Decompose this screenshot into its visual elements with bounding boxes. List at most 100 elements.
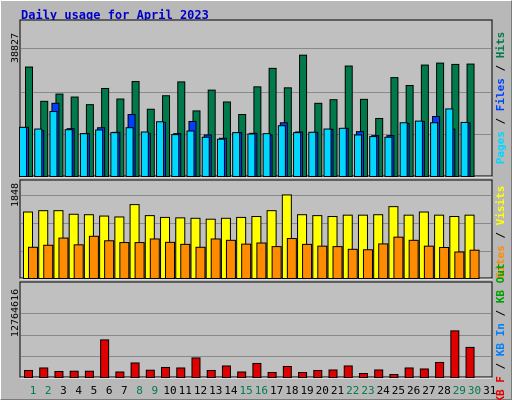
kb-f-bar <box>116 372 124 378</box>
legend-bot-part-0: KB F <box>494 376 507 400</box>
legend-mid-part-1: / <box>494 225 507 245</box>
legend-top-part-4: Hits <box>494 32 507 59</box>
pages-bar <box>20 127 27 176</box>
day-label-1: 1 <box>30 384 37 397</box>
pages-bar <box>35 129 42 176</box>
kb-f-bar <box>253 363 261 377</box>
y-max-label-2: 1848 <box>10 183 21 207</box>
sites-bar <box>166 242 175 278</box>
day-label-18: 18 <box>285 384 298 397</box>
day-label-16: 16 <box>255 384 268 397</box>
kb-f-bar <box>466 347 474 377</box>
pages-bar <box>202 137 209 176</box>
sites-bar <box>257 243 266 278</box>
kb-f-bar <box>192 358 200 378</box>
kb-f-bar <box>146 370 154 377</box>
sites-bar <box>455 252 464 278</box>
kb-f-bar <box>375 370 383 378</box>
sites-bar <box>196 247 205 278</box>
kb-f-bar <box>436 362 444 377</box>
day-label-2: 2 <box>45 384 52 397</box>
kb-f-bar <box>299 372 307 377</box>
pages-bar <box>415 121 422 176</box>
pages-bar <box>263 134 270 177</box>
sites-bar <box>272 247 281 279</box>
sites-bar <box>242 244 251 278</box>
pages-bar <box>431 123 438 177</box>
kb-f-bar <box>55 371 63 377</box>
pages-bar <box>80 134 87 177</box>
sites-bar <box>287 239 296 279</box>
day-label-19: 19 <box>300 384 313 397</box>
pages-bar <box>141 132 148 177</box>
legend-top-part-2: Files <box>494 78 507 111</box>
pages-bar <box>126 128 133 177</box>
kb-f-bar <box>329 370 337 378</box>
x-axis-labels: 1 2 3 4 5 6 7 8 9 10 11 12 13 14 15 16 17 18 19 20 21 22 23 24 2… <box>30 384 497 397</box>
kb-f-bar <box>162 367 170 377</box>
day-label-5: 5 <box>91 384 98 397</box>
pages-bar <box>217 139 224 176</box>
legend-bot-part-1: / <box>494 356 507 376</box>
day-label-23: 23 <box>361 384 374 397</box>
day-label-26: 26 <box>407 384 420 397</box>
pages-bar <box>50 112 57 177</box>
sites-bar <box>303 244 312 278</box>
day-label-17: 17 <box>270 384 283 397</box>
day-label-20: 20 <box>316 384 329 397</box>
pages-bar <box>96 130 103 176</box>
kb-f-bar <box>359 373 367 377</box>
legend-bot-part-4: KB Out <box>494 263 507 303</box>
day-label-11: 11 <box>179 384 192 397</box>
kb-f-bar <box>344 366 352 378</box>
pages-bar <box>233 133 240 177</box>
sites-bar <box>470 250 479 278</box>
day-label-3: 3 <box>60 384 67 397</box>
pages-bar <box>339 128 346 176</box>
kb-f-bar <box>131 363 139 378</box>
kb-f-bar <box>222 366 230 378</box>
y-max-label-3: 12764616 <box>10 289 21 337</box>
kb-f-bar <box>40 368 48 378</box>
sites-bar <box>333 247 342 279</box>
kb-f-bar <box>451 331 459 378</box>
day-label-24: 24 <box>377 384 391 397</box>
day-label-27: 27 <box>422 384 435 397</box>
legend-top-part-1: / <box>494 111 507 131</box>
sites-bar <box>74 245 83 279</box>
pages-bar <box>446 109 453 177</box>
kb-f-bar <box>420 369 428 378</box>
pages-bar <box>65 130 72 177</box>
legend-bot-part-2: KB In <box>494 323 507 356</box>
kb-f-bar <box>70 371 78 377</box>
day-label-14: 14 <box>224 384 238 397</box>
day-label-7: 7 <box>121 384 128 397</box>
pages-bar <box>400 123 407 177</box>
sites-bar <box>424 246 433 278</box>
sites-bar <box>44 245 53 278</box>
panel-3 <box>20 282 492 377</box>
day-label-6: 6 <box>106 384 113 397</box>
legend-top-part-3: / <box>494 58 507 78</box>
day-label-15: 15 <box>240 384 253 397</box>
day-label-13: 13 <box>209 384 222 397</box>
pages-bar <box>172 135 179 177</box>
kb-f-bar <box>85 371 93 377</box>
pages-bar <box>187 131 194 176</box>
day-label-10: 10 <box>163 384 176 397</box>
pages-bar <box>278 126 285 177</box>
sites-bar <box>135 243 144 279</box>
pages-bar <box>461 122 468 176</box>
sites-bar <box>318 246 327 278</box>
sites-bar <box>181 244 190 278</box>
kb-f-bar <box>25 370 33 377</box>
pages-bar <box>354 135 361 177</box>
sites-bar <box>363 250 372 279</box>
legend-top: Pages / Files / Hits <box>494 32 507 165</box>
sites-bar <box>440 248 449 279</box>
pages-bar <box>294 133 301 177</box>
sites-bar <box>394 237 403 278</box>
pages-bar <box>157 122 164 177</box>
legend-bot-part-3: / <box>494 303 507 323</box>
